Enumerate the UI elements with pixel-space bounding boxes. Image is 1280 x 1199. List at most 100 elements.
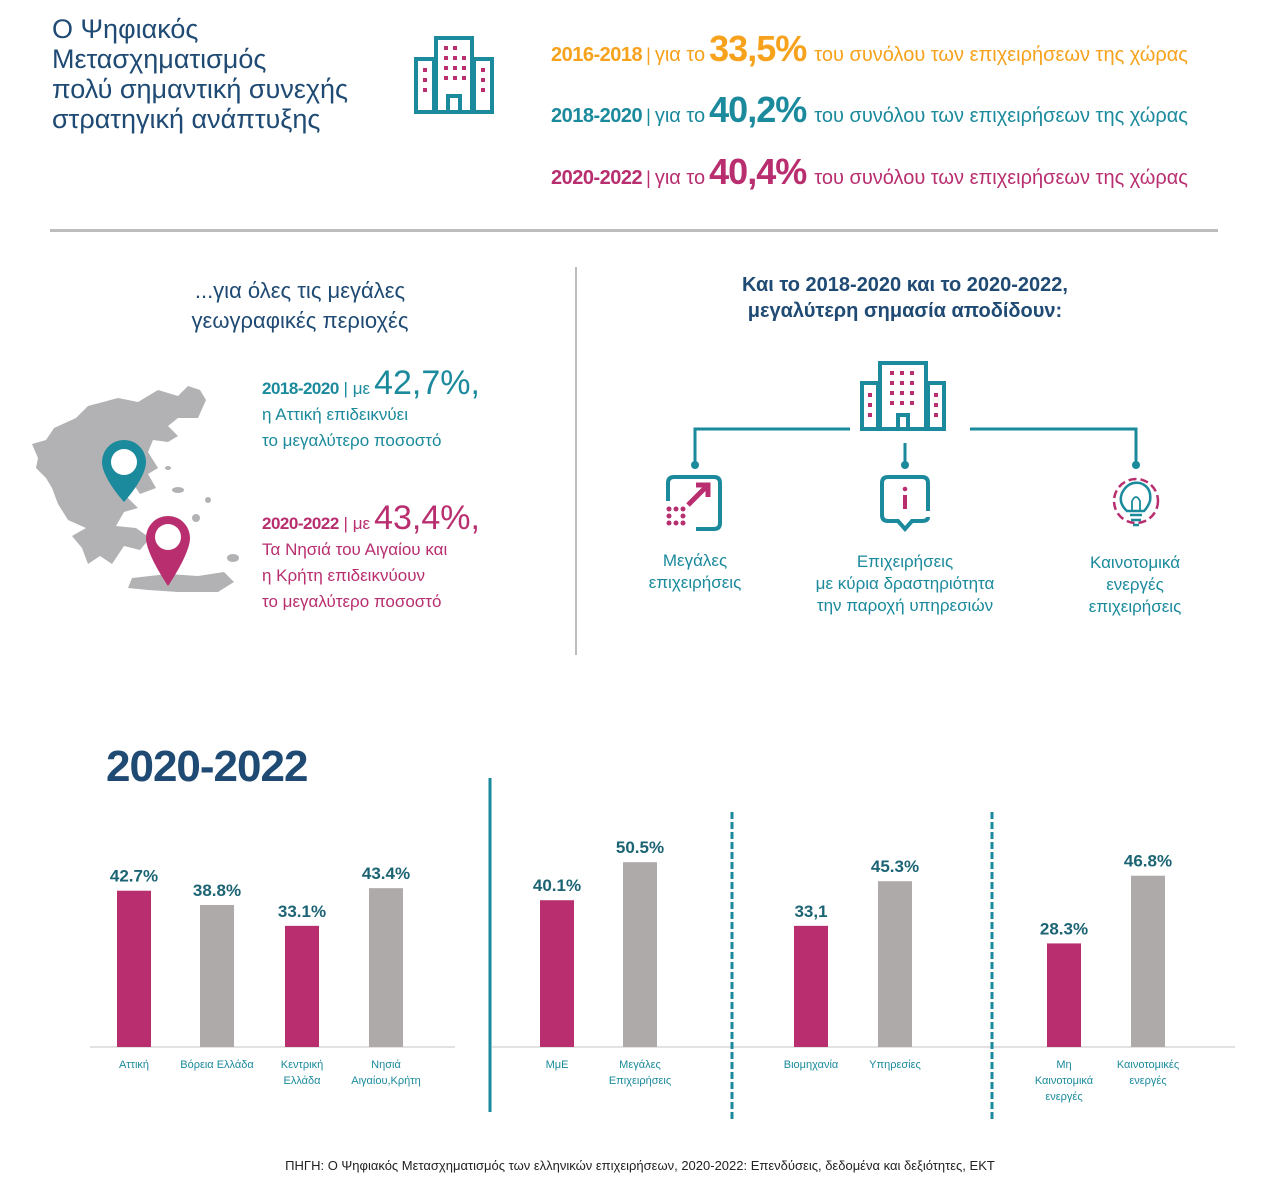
bar-innovation-0 <box>1047 943 1081 1047</box>
category-label: Υπηρεσίες <box>869 1059 921 1071</box>
region-separator: | <box>343 514 348 533</box>
category-label: Επιχειρήσεις <box>609 1075 671 1087</box>
main-title-line: Μετασχηματισμός <box>52 44 267 74</box>
region-value: 42,7%, <box>374 364 480 402</box>
focus-item-services-enterprises: Επιχειρήσεις με κύρια δραστηριότητα την … <box>790 551 1020 617</box>
region-prefix: με <box>352 514 371 533</box>
regions-title: ...για όλες τις μεγάλες γεωγραφικές περι… <box>120 276 480 336</box>
main-title-line: στρατηγική ανάπτυξης <box>52 104 321 134</box>
focus-title: Και το 2018-2020 και το 2020-2022, μεγαλ… <box>620 272 1190 324</box>
region-period: 2018-2020 <box>262 379 339 398</box>
bar-value-label: 40.1% <box>533 876 581 895</box>
category-label: ενεργές <box>1129 1075 1166 1087</box>
bar-size-1 <box>623 862 657 1047</box>
category-label: ΜμΕ <box>546 1059 569 1071</box>
bar-value-label: 45.3% <box>871 857 919 876</box>
region-separator: | <box>343 379 348 398</box>
focus-title-line: Και το 2018-2020 και το 2020-2022, <box>742 274 1068 296</box>
bar-regions-3 <box>369 888 403 1047</box>
stat-separator: | <box>646 106 651 126</box>
category-label: Βιομηχανία <box>784 1059 839 1071</box>
region-text-line: το μεγαλύτερο ποσοστό <box>262 431 442 450</box>
region-text-line: Τα Νησιά του Αιγαίου και <box>262 540 448 559</box>
category-label: Μη <box>1056 1059 1071 1071</box>
focus-item-line: επιχειρήσεις <box>648 573 742 592</box>
bar-value-label: 42.7% <box>110 867 158 886</box>
region-value: 43,4%, <box>374 499 480 537</box>
stat-separator: | <box>646 168 651 188</box>
bar-innovation-1 <box>1131 875 1165 1047</box>
stat-suffix: του συνόλου των επιχειρήσεων της χώρας <box>814 44 1188 66</box>
bar-value-label: 38.8% <box>193 881 241 900</box>
main-title-line: πολύ σημαντική συνεχής <box>52 74 349 104</box>
location-pin-icon-magenta <box>146 516 190 586</box>
region-period: 2020-2022 <box>262 514 339 533</box>
main-title-line: Ο Ψηφιακός <box>52 14 199 44</box>
bar-sector-1 <box>878 881 912 1047</box>
focus-item-line: Επιχειρήσεις <box>856 552 954 571</box>
category-label: Αττική <box>119 1059 149 1071</box>
stat-value: 40,4% <box>709 151 807 192</box>
bar-value-label: 33.1% <box>278 902 326 921</box>
bar-regions-1 <box>200 904 234 1047</box>
bar-sector-0 <box>794 925 828 1047</box>
region-text-line: το μεγαλύτερο ποσοστό <box>262 592 442 611</box>
regions-title-line: γεωγραφικές περιοχές <box>191 308 409 333</box>
lightbulb-gear-icon <box>1112 477 1160 527</box>
region-stat-attica: 2018-2020 | με 42,7%, η Αττική επιδεικνύε… <box>262 366 480 454</box>
category-label: Κεντρική <box>281 1059 323 1071</box>
stat-prefix: για το <box>654 167 706 189</box>
regions-title-line: ...για όλες τις μεγάλες <box>194 278 406 303</box>
bar-value-label: 50.5% <box>616 838 664 857</box>
source-note: ΠΗΓΗ: Ο Ψηφιακός Μετασχηματισμός των ελλ… <box>285 1158 995 1173</box>
stat-period: 2016-2018 <box>551 44 643 66</box>
stat-period: 2018-2020 <box>551 105 643 127</box>
stat-value: 33,5% <box>709 28 807 69</box>
stat-prefix: για το <box>654 44 706 66</box>
region-text-line: η Αττική επιδεικνύει <box>262 405 409 424</box>
stat-period: 2020-2022 <box>551 167 643 189</box>
category-label: Καινοτομικές <box>1117 1059 1179 1071</box>
category-label: Ελλάδα <box>283 1075 321 1087</box>
stat-line-2020-2022: 2020-2022 | για το 40,4% του συνόλου των επι… <box>551 151 1188 193</box>
stat-prefix: για το <box>654 105 706 127</box>
bar-regions-0 <box>117 890 151 1047</box>
category-label: Μεγάλες <box>619 1059 661 1071</box>
bar-value-label: 33,1 <box>794 902 827 921</box>
focus-item-line: την παροχή υπηρεσιών <box>816 596 994 615</box>
scale-up-arrow-icon <box>666 475 722 531</box>
bar-size-0 <box>540 900 574 1047</box>
location-pin-icon-teal <box>102 440 146 502</box>
info-bubble-icon <box>880 475 930 533</box>
category-label: Βόρεια Ελλάδα <box>180 1059 254 1071</box>
stat-suffix: του συνόλου των επιχειρήσεων της χώρας <box>814 167 1188 189</box>
category-label: Νησιά <box>371 1059 401 1071</box>
bar-regions-2 <box>285 925 319 1047</box>
focus-tree <box>666 361 1160 533</box>
bar-chart: 42.7% Αττική 38.8% Βόρεια Ελλάδα 33.1% Κεντρι… <box>90 778 1235 1122</box>
focus-title-line: μεγαλύτερη σημασία αποδίδουν: <box>747 300 1063 322</box>
building-icon <box>860 361 946 431</box>
region-text-line: η Κρήτη επιδεικνύουν <box>262 566 425 585</box>
main-title: Ο Ψηφιακός Μετασχηματισμός πολύ σημαντικ… <box>52 14 412 134</box>
column-divider <box>575 267 577 655</box>
chart-title: 2020-2022 <box>106 742 308 791</box>
bar-value-label: 28.3% <box>1040 919 1088 938</box>
greece-map-icon <box>32 386 239 592</box>
bar-value-label: 46.8% <box>1124 852 1172 871</box>
region-stat-aegean-crete: 2020-2022 | με 43,4%, Τα Νησιά του Αιγαίο… <box>262 501 480 615</box>
focus-item-line: ενεργές <box>1106 575 1164 594</box>
region-prefix: με <box>352 379 371 398</box>
focus-item-line: επιχειρήσεις <box>1088 597 1182 616</box>
stat-suffix: του συνόλου των επιχειρήσεων της χώρας <box>814 105 1188 127</box>
focus-item-large-enterprises: Μεγάλες επιχειρήσεις <box>615 550 775 594</box>
category-label: Αιγαίου,Κρήτη <box>351 1075 420 1087</box>
focus-item-line: με κύρια δραστηριότητα <box>815 574 995 593</box>
stat-separator: | <box>646 45 651 65</box>
stat-value: 40,2% <box>709 89 807 130</box>
tree-connectors <box>693 427 1138 465</box>
section-divider <box>50 229 1218 232</box>
focus-item-line: Καινοτομικά <box>1089 553 1181 572</box>
stat-line-2016-2018: 2016-2018 | για το 33,5% του συνόλου των επι… <box>551 28 1188 70</box>
building-icon <box>414 36 494 114</box>
